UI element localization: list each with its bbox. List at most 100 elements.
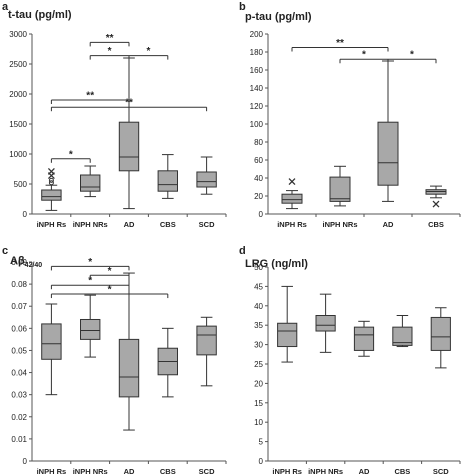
- y-tick-label: 200: [250, 30, 264, 39]
- y-tick-label: 0: [23, 210, 28, 219]
- significance-bracket: *: [89, 266, 130, 280]
- x-category-label: iNPH Rs: [277, 220, 307, 229]
- significance-bracket: *: [339, 50, 389, 64]
- box-iqr: [196, 325, 217, 356]
- box-plot: [41, 303, 62, 396]
- x-category-label: CBS: [160, 220, 176, 229]
- box-plot: [377, 60, 399, 202]
- significance-bracket: *: [50, 276, 130, 290]
- box-plot: [118, 272, 140, 431]
- x-category-label: SCD: [199, 220, 215, 229]
- box-plot: [157, 154, 179, 199]
- significance-label: **: [106, 33, 114, 44]
- y-tick-label: 25: [254, 360, 263, 369]
- x-category-label: CBS: [394, 467, 410, 475]
- y-tick-label: 30: [254, 341, 263, 350]
- box-iqr: [430, 316, 451, 351]
- significance-label: **: [125, 98, 133, 109]
- significance-label: *: [410, 50, 414, 61]
- y-tick-label: 20: [254, 379, 263, 388]
- x-category-label: iNPH Rs: [272, 467, 302, 475]
- panel-a: at-tau (pg/ml) 0 500 1000 1500 2000 2500 3000 iN…: [2, 1, 227, 229]
- panel-title: t-tau (pg/ml): [8, 9, 72, 21]
- box-iqr: [196, 171, 217, 188]
- box-plot: [392, 315, 413, 348]
- significance-bracket: **: [50, 98, 208, 112]
- panel-title: LRG (ng/ml): [245, 258, 308, 270]
- significance-bracket: *: [128, 46, 169, 60]
- outlier-x: [288, 178, 296, 186]
- y-tick-label: 0.01: [11, 435, 27, 444]
- significance-bracket: *: [50, 285, 169, 299]
- outlier-stroke: [432, 200, 440, 208]
- box-iqr: [118, 121, 140, 172]
- outlier-circle: [48, 180, 54, 186]
- x-category-label: iNPH NRs: [73, 467, 108, 475]
- panel-b: bp-tau (pg/ml) 0 20 40 60 80 100 120 140 160 180 20…: [239, 1, 461, 229]
- significance-label: *: [108, 285, 112, 296]
- y-tick-label: 1000: [9, 150, 27, 159]
- y-tick-label: 35: [254, 321, 263, 330]
- y-tick-label: 1500: [9, 120, 27, 129]
- y-tick-label: 140: [250, 84, 264, 93]
- box-iqr: [377, 121, 399, 186]
- panel-title: p-tau (pg/ml): [245, 11, 312, 23]
- x-category-label: iNPH Rs: [37, 467, 67, 475]
- x-category-label: AD: [383, 220, 394, 229]
- panel-letter: b: [239, 1, 246, 13]
- y-tick-label: 0.06: [11, 324, 27, 333]
- box-iqr: [41, 323, 62, 360]
- y-tick-label: 0.02: [11, 413, 27, 422]
- significance-label: **: [336, 38, 344, 49]
- box-plot: [80, 165, 101, 198]
- y-tick-label: 0: [23, 457, 28, 466]
- significance-bracket: **: [50, 91, 130, 104]
- box-plot: [157, 327, 179, 398]
- box-plot: [425, 185, 447, 199]
- box-plot: [281, 190, 303, 210]
- significance-label: *: [69, 149, 73, 160]
- significance-label: *: [88, 276, 92, 287]
- box-iqr: [315, 315, 336, 332]
- y-tick-label: 120: [250, 102, 264, 111]
- x-category-label: iNPH NRs: [322, 220, 357, 229]
- x-category-label: iNPH NRs: [73, 220, 108, 229]
- significance-bracket: **: [89, 33, 130, 47]
- outlier-stroke: [288, 178, 296, 186]
- y-tick-label: 80: [254, 138, 263, 147]
- x-category-label: iNPH NRs: [308, 467, 343, 475]
- y-tick-label: 180: [250, 48, 264, 57]
- box-iqr: [41, 189, 62, 201]
- box-iqr: [157, 170, 179, 192]
- outlier-x: [432, 200, 440, 208]
- box-iqr: [329, 176, 351, 202]
- box-plot: [118, 57, 140, 210]
- y-tick-label: 50: [254, 263, 263, 272]
- y-tick-label: 0.04: [11, 369, 27, 378]
- x-category-label: AD: [124, 467, 135, 475]
- box-plot: [80, 294, 101, 358]
- panel-letter: c: [2, 245, 8, 257]
- significance-bracket: *: [50, 257, 130, 271]
- significance-label: **: [86, 91, 94, 102]
- y-tick-label: 2000: [9, 90, 27, 99]
- outlier-circle: [48, 177, 54, 183]
- significance-bracket: **: [291, 38, 389, 52]
- y-tick-label: 40: [254, 302, 263, 311]
- box-iqr: [281, 193, 303, 204]
- y-tick-label: 100: [250, 120, 264, 129]
- x-category-label: AD: [124, 220, 135, 229]
- box-plot: [196, 156, 217, 195]
- y-tick-label: 0.09: [11, 258, 27, 267]
- box-plot: [329, 165, 351, 207]
- x-category-label: AD: [359, 467, 370, 475]
- x-category-label: SCD: [199, 467, 215, 475]
- y-tick-label: 0: [259, 210, 264, 219]
- significance-label: *: [146, 46, 150, 57]
- y-tick-label: 20: [254, 192, 263, 201]
- panel-c: cAβ42/4000.010.020.030.040.050.060.070.0…: [2, 245, 227, 475]
- x-category-label: iNPH Rs: [37, 220, 67, 229]
- box-plot: [277, 285, 298, 363]
